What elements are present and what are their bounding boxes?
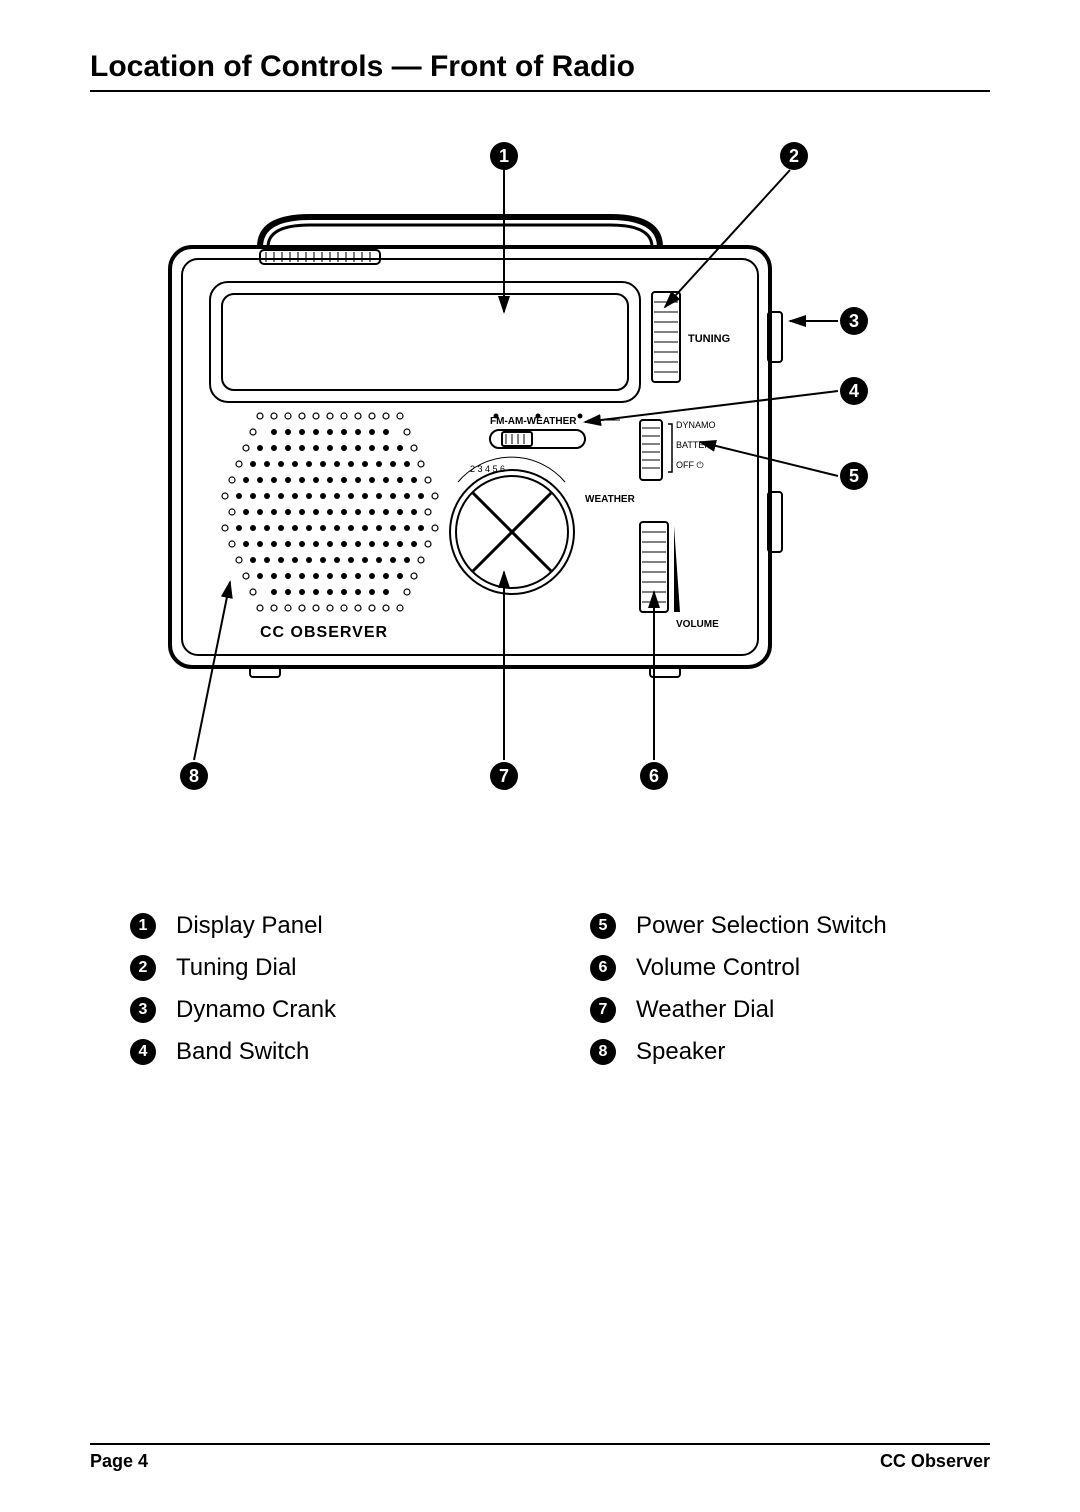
legend-col-right: 5 Power Selection Switch 6 Volume Contro…: [590, 912, 990, 1080]
legend-text: Dynamo Crank: [176, 996, 336, 1024]
volume-label: VOLUME: [676, 619, 719, 630]
legend-text: Weather Dial: [636, 996, 774, 1024]
legend-row: 6 Volume Control: [590, 954, 990, 982]
legend-num: 2: [130, 955, 156, 981]
diagram-area: 1 2 3 4 5 6 7 8: [90, 132, 990, 832]
battery-label: BATTERY: [676, 440, 717, 450]
callout-1: 1: [490, 142, 518, 170]
callout-4: 4: [840, 377, 868, 405]
page-footer: Page 4 CC Observer: [90, 1443, 990, 1472]
legend-row: 3 Dynamo Crank: [130, 996, 530, 1024]
legend-num: 4: [130, 1039, 156, 1065]
legend-text: Volume Control: [636, 954, 800, 982]
legend-text: Band Switch: [176, 1038, 309, 1066]
legend-row: 5 Power Selection Switch: [590, 912, 990, 940]
footer-page: Page 4: [90, 1451, 148, 1472]
callout-8: 8: [180, 762, 208, 790]
legend-text: Power Selection Switch: [636, 912, 887, 940]
legend-num: 8: [590, 1039, 616, 1065]
tuning-label: TUNING: [688, 333, 730, 345]
legend-row: 8 Speaker: [590, 1038, 990, 1066]
product-label: CC OBSERVER: [260, 624, 388, 641]
legend-num: 6: [590, 955, 616, 981]
weather-scale: 2 3 4 5 6: [470, 464, 505, 474]
legend-text: Tuning Dial: [176, 954, 297, 982]
radio-illustration: TUNING FM-AM-WEATHER DYNAMO BATTERY OFF …: [140, 192, 800, 692]
legend-row: 4 Band Switch: [130, 1038, 530, 1066]
legend-row: 2 Tuning Dial: [130, 954, 530, 982]
legend-text: Speaker: [636, 1038, 725, 1066]
dynamo-label: DYNAMO: [676, 420, 716, 430]
callout-3: 3: [840, 307, 868, 335]
legend-row: 7 Weather Dial: [590, 996, 990, 1024]
legend-num: 7: [590, 997, 616, 1023]
legend-row: 1 Display Panel: [130, 912, 530, 940]
band-label: FM-AM-WEATHER: [490, 416, 577, 427]
legend: 1 Display Panel 2 Tuning Dial 3 Dynamo C…: [90, 912, 990, 1080]
off-label: OFF ⏻: [676, 460, 704, 470]
legend-num: 1: [130, 913, 156, 939]
footer-product: CC Observer: [880, 1451, 990, 1472]
callout-5: 5: [840, 462, 868, 490]
legend-col-left: 1 Display Panel 2 Tuning Dial 3 Dynamo C…: [130, 912, 530, 1080]
callout-2: 2: [780, 142, 808, 170]
legend-num: 3: [130, 997, 156, 1023]
page-title: Location of Controls — Front of Radio: [90, 50, 990, 92]
legend-text: Display Panel: [176, 912, 323, 940]
callout-7: 7: [490, 762, 518, 790]
callout-6: 6: [640, 762, 668, 790]
weather-label: WEATHER: [585, 494, 636, 505]
legend-num: 5: [590, 913, 616, 939]
